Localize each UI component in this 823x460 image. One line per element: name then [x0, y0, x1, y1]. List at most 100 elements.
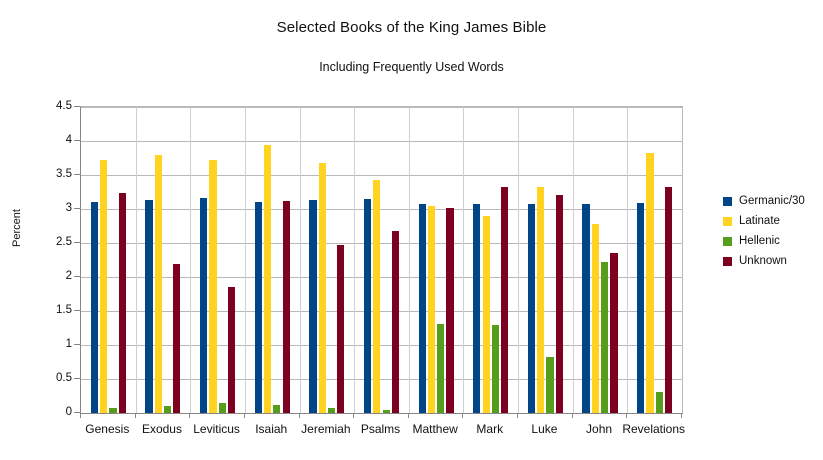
bar[interactable]	[382, 410, 390, 413]
x-tick-label: Genesis	[85, 422, 130, 436]
category-divider	[190, 107, 191, 413]
bar[interactable]	[582, 203, 590, 413]
chart-title: Selected Books of the King James Bible	[276, 19, 547, 36]
bar-group	[518, 107, 573, 413]
x-tick-mark	[517, 413, 518, 418]
y-tick-mark	[74, 242, 80, 243]
x-tick-mark	[244, 413, 245, 418]
bar[interactable]	[337, 245, 345, 413]
x-tick-mark	[135, 413, 136, 418]
x-tick-mark	[80, 413, 81, 418]
y-tick-label: 2	[65, 270, 72, 282]
category-divider	[300, 107, 301, 413]
bar[interactable]	[218, 402, 226, 413]
x-tick-label: Jeremiah	[301, 422, 351, 436]
y-tick-mark	[74, 208, 80, 209]
bar[interactable]	[537, 187, 545, 413]
bar[interactable]	[418, 203, 426, 413]
bar[interactable]	[118, 193, 126, 413]
bar[interactable]	[90, 202, 98, 413]
y-tick-label: 0	[65, 406, 72, 418]
y-tick-mark	[74, 344, 80, 345]
legend-swatch-icon	[723, 236, 732, 246]
category-divider	[136, 107, 137, 413]
bar-group	[573, 107, 628, 413]
y-tick-mark	[74, 378, 80, 379]
category-divider	[354, 107, 355, 413]
bar-group	[300, 107, 355, 413]
gridline	[81, 344, 682, 346]
x-tick-mark	[299, 413, 300, 418]
bar[interactable]	[482, 215, 490, 413]
category-divider	[245, 107, 246, 413]
bar[interactable]	[437, 323, 445, 413]
bar-group	[627, 107, 682, 413]
x-tick-label: Mark	[476, 422, 504, 436]
bar[interactable]	[173, 264, 181, 413]
bar[interactable]	[200, 198, 208, 413]
legend-swatch-icon	[723, 256, 732, 266]
gridline	[81, 208, 682, 210]
bar[interactable]	[527, 203, 536, 413]
bar[interactable]	[227, 286, 236, 413]
x-tick-mark	[626, 413, 627, 418]
bar[interactable]	[501, 186, 509, 413]
bar-group	[354, 107, 409, 413]
plot-area	[80, 106, 683, 414]
gridline	[81, 242, 682, 244]
bar[interactable]	[109, 407, 117, 413]
category-divider	[409, 107, 410, 413]
category-divider	[518, 107, 519, 413]
bar[interactable]	[546, 356, 554, 413]
bar[interactable]	[327, 407, 336, 413]
bar[interactable]	[555, 194, 563, 413]
legend-item[interactable]: Unknown	[723, 251, 819, 271]
bar[interactable]	[491, 324, 500, 413]
bar[interactable]	[163, 406, 172, 413]
bar[interactable]	[100, 160, 108, 413]
bar[interactable]	[446, 207, 454, 413]
bar[interactable]	[373, 179, 381, 413]
legend-item[interactable]: Germanic/30	[723, 191, 819, 211]
bar[interactable]	[664, 187, 673, 413]
y-tick-mark	[74, 174, 80, 175]
y-tick-mark	[74, 140, 80, 141]
bar[interactable]	[145, 200, 153, 413]
bar[interactable]	[427, 206, 436, 413]
bar[interactable]	[473, 203, 481, 413]
bar[interactable]	[309, 200, 317, 413]
bar[interactable]	[646, 152, 654, 413]
bar[interactable]	[601, 262, 609, 413]
y-tick-label: 1	[65, 338, 72, 350]
bar[interactable]	[591, 223, 599, 413]
bar[interactable]	[154, 154, 162, 413]
bar[interactable]	[282, 200, 290, 413]
gridline	[81, 378, 682, 380]
bar[interactable]	[263, 145, 272, 413]
gridline	[81, 276, 682, 278]
bar[interactable]	[254, 202, 262, 413]
bar[interactable]	[363, 199, 372, 413]
bar[interactable]	[610, 252, 618, 413]
bar-group	[81, 107, 136, 413]
x-tick-label: Psalms	[360, 422, 401, 436]
bar[interactable]	[655, 391, 663, 413]
bar[interactable]	[273, 404, 281, 413]
legend-swatch-icon	[723, 216, 732, 226]
legend-item[interactable]: Latinate	[723, 211, 819, 231]
bar[interactable]	[637, 202, 645, 413]
chart-subtitle: Including Frequently Used Words	[319, 60, 504, 74]
legend-swatch-icon	[723, 196, 732, 206]
x-tick-label: Luke	[531, 422, 558, 436]
x-tick-label: Matthew	[412, 422, 458, 436]
bar[interactable]	[209, 160, 217, 413]
y-tick-label: 3.5	[56, 168, 72, 180]
x-tick-mark	[189, 413, 190, 418]
bar[interactable]	[391, 231, 400, 413]
bar[interactable]	[318, 163, 326, 413]
y-tick-label: 4.5	[56, 100, 72, 112]
gridline	[81, 106, 682, 108]
legend-item-label: Hellenic	[739, 235, 780, 247]
legend-item[interactable]: Hellenic	[723, 231, 819, 251]
x-tick-label: Exodus	[141, 422, 182, 436]
